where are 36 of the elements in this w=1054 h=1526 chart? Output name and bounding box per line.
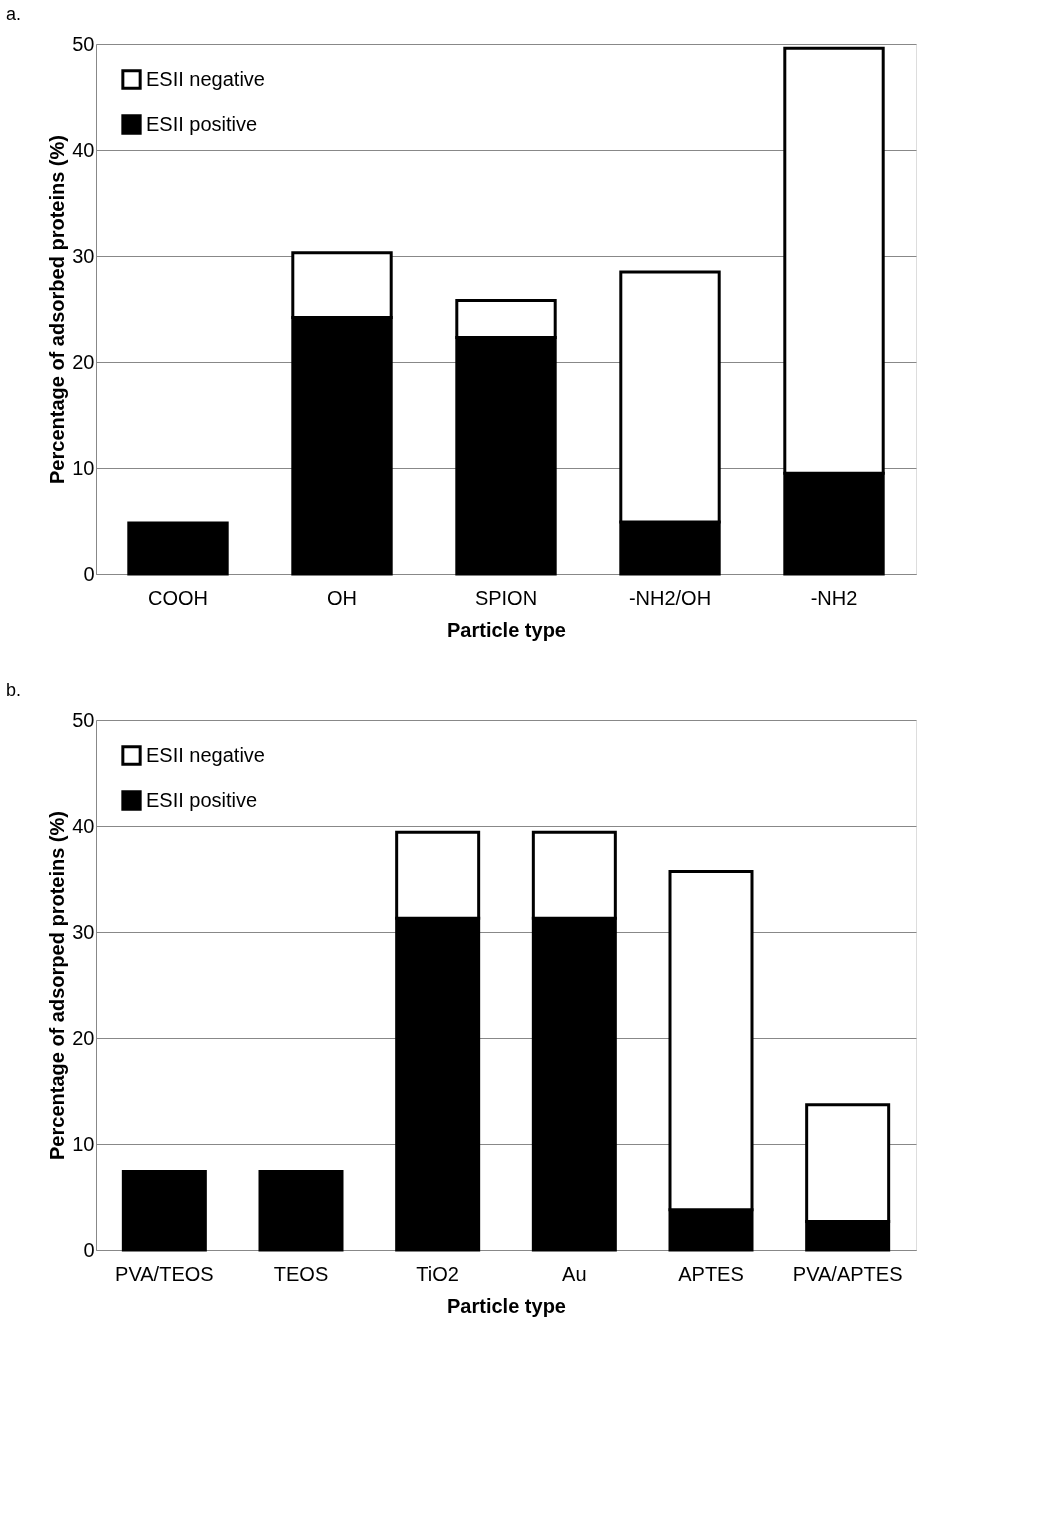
y-tick-label: 0: [83, 562, 95, 585]
y-axis-title: Percentage of adsorped proteins (%): [46, 811, 69, 1160]
bar: [127, 521, 229, 576]
x-tick-label: APTES: [678, 1262, 744, 1285]
y-tick-label: 50: [72, 708, 95, 731]
y-tick-label: 40: [72, 814, 95, 837]
y-tick-label: 20: [72, 1026, 95, 1049]
legend-label: ESII negative: [146, 67, 265, 90]
x-tick-label: -NH2: [810, 586, 858, 609]
legend-label: ESII positive: [146, 788, 258, 811]
y-tick-label: 0: [83, 1238, 95, 1261]
y-tick-label: 10: [72, 1132, 95, 1155]
y-tick-label: 20: [72, 350, 95, 373]
x-tick-label: SPION: [474, 586, 538, 609]
x-tick-label: PVA/TEOS: [115, 1262, 214, 1285]
chart-title: a.: [6, 4, 22, 24]
x-tick-label: COOH: [148, 586, 208, 609]
y-tick-label: 30: [72, 920, 95, 943]
x-tick-label: TEOS: [273, 1262, 329, 1285]
x-tick-label: PVA/APTES: [792, 1262, 903, 1285]
x-tick-label: -NH2/OH: [628, 586, 712, 609]
y-tick-label: 30: [72, 244, 95, 267]
x-axis-title: Particle type: [447, 618, 566, 641]
bar: [121, 1170, 207, 1252]
bar: [258, 1170, 344, 1252]
x-tick-label: Au: [562, 1262, 587, 1285]
y-tick-label: 40: [72, 138, 95, 161]
x-tick-label: TiO2: [416, 1262, 459, 1285]
x-axis-title: Particle type: [447, 1294, 566, 1317]
x-tick-label: OH: [327, 586, 357, 609]
chart-title: b.: [6, 680, 22, 700]
y-tick-label: 50: [72, 32, 95, 55]
legend-label: ESII positive: [146, 112, 258, 135]
legend-label: ESII negative: [146, 743, 265, 766]
y-tick-label: 10: [72, 456, 95, 479]
y-axis-title: Percentage of adsorbed proteins (%): [46, 135, 69, 484]
